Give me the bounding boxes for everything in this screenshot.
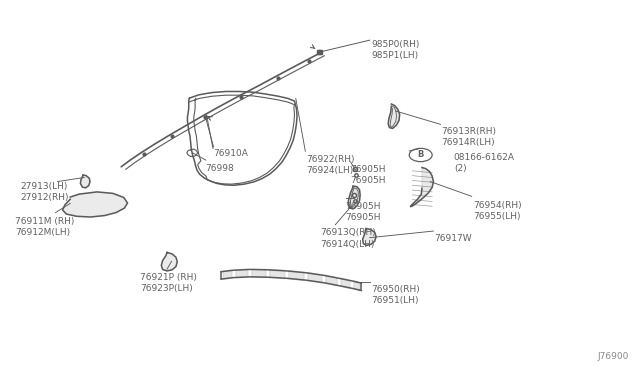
Polygon shape bbox=[223, 270, 232, 279]
Polygon shape bbox=[289, 270, 304, 280]
Text: 76905H
76905H: 76905H 76905H bbox=[351, 164, 386, 185]
Polygon shape bbox=[63, 192, 127, 217]
Text: 76913Q(RH)
76914Q(LH): 76913Q(RH) 76914Q(LH) bbox=[320, 228, 376, 248]
Polygon shape bbox=[348, 186, 360, 209]
Polygon shape bbox=[236, 269, 248, 278]
Text: 76913R(RH)
76914R(LH): 76913R(RH) 76914R(LH) bbox=[441, 127, 496, 147]
Text: 76921P (RH)
76923P(LH): 76921P (RH) 76923P(LH) bbox=[140, 273, 197, 293]
Polygon shape bbox=[252, 269, 266, 278]
Text: B: B bbox=[417, 151, 424, 160]
Text: 76950(RH)
76951(LH): 76950(RH) 76951(LH) bbox=[371, 285, 420, 305]
Polygon shape bbox=[341, 278, 350, 289]
Text: J76900: J76900 bbox=[598, 352, 629, 361]
Text: 76917W: 76917W bbox=[435, 234, 472, 243]
Polygon shape bbox=[354, 280, 360, 291]
Polygon shape bbox=[308, 272, 322, 283]
Polygon shape bbox=[388, 104, 399, 128]
Text: 76922(RH)
76924(LH): 76922(RH) 76924(LH) bbox=[306, 155, 355, 175]
Text: 27913(LH)
27912(RH): 27913(LH) 27912(RH) bbox=[20, 182, 69, 202]
Text: 76911M (RH)
76912M(LH): 76911M (RH) 76912M(LH) bbox=[15, 217, 75, 237]
Polygon shape bbox=[269, 269, 285, 279]
Text: 985P0(RH)
985P1(LH): 985P0(RH) 985P1(LH) bbox=[371, 40, 419, 60]
Polygon shape bbox=[81, 175, 90, 188]
Text: 08166-6162A
(2): 08166-6162A (2) bbox=[454, 153, 515, 173]
Polygon shape bbox=[326, 275, 337, 286]
Polygon shape bbox=[161, 253, 177, 271]
Text: 76998: 76998 bbox=[205, 164, 234, 173]
Text: 76954(RH)
76955(LH): 76954(RH) 76955(LH) bbox=[473, 201, 522, 221]
Text: 76905H
76905H: 76905H 76905H bbox=[346, 202, 381, 222]
Polygon shape bbox=[363, 228, 376, 246]
Text: 76910A: 76910A bbox=[214, 149, 248, 158]
Polygon shape bbox=[410, 167, 433, 207]
